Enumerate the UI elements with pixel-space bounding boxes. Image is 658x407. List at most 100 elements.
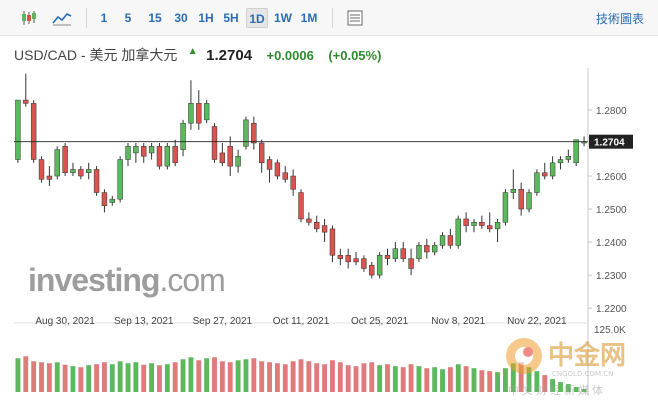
candle-body bbox=[46, 175, 53, 180]
volume-bar bbox=[157, 365, 162, 392]
candle-body bbox=[70, 169, 76, 173]
volume-bar bbox=[503, 368, 508, 392]
volume-bar bbox=[565, 384, 571, 392]
candle-body bbox=[23, 99, 29, 104]
interval-5m-button[interactable]: 5 bbox=[124, 11, 132, 25]
volume-bar bbox=[463, 366, 469, 392]
candle-body bbox=[502, 192, 509, 223]
volume-bar bbox=[416, 366, 422, 392]
candle-body bbox=[542, 172, 548, 177]
candle-body bbox=[54, 149, 60, 177]
y-tick-label: 1.2500 bbox=[596, 205, 627, 216]
candle-body bbox=[329, 228, 336, 256]
volume-bar bbox=[330, 360, 335, 392]
volume-bar bbox=[526, 367, 532, 392]
chart-toolbar: 1 5 15 30 1H 5H 1D 1W 1M 技術圖表 bbox=[0, 0, 658, 36]
candle-body bbox=[290, 175, 296, 190]
volume-bar bbox=[78, 367, 84, 392]
line-chart-icon[interactable] bbox=[50, 8, 74, 28]
volume-bar bbox=[432, 367, 438, 392]
up-arrow-icon: ▲ bbox=[187, 45, 198, 57]
volume-bar bbox=[369, 362, 375, 392]
interval-1w-button[interactable]: 1W bbox=[274, 11, 292, 25]
candle-body bbox=[148, 146, 155, 154]
candle-body bbox=[86, 169, 92, 173]
candle-body bbox=[78, 169, 84, 177]
candle-body bbox=[321, 225, 328, 233]
x-tick-label: Sep 27, 2021 bbox=[193, 316, 253, 327]
volume-bar bbox=[54, 362, 60, 392]
candle-body bbox=[38, 159, 45, 180]
volume-bar bbox=[172, 362, 178, 392]
volume-bar bbox=[267, 362, 272, 392]
interval-1d-button[interactable]: 1D bbox=[246, 8, 268, 28]
candle-body bbox=[455, 218, 461, 246]
volume-bar bbox=[62, 364, 68, 392]
x-tick-label: Oct 11, 2021 bbox=[273, 316, 330, 327]
y-tick-label: 1.2200 bbox=[596, 304, 627, 315]
candlestick-icon[interactable] bbox=[18, 8, 40, 28]
y-tick-label: 1.2300 bbox=[596, 271, 627, 282]
volume-bar bbox=[274, 363, 280, 392]
candle-body bbox=[557, 159, 564, 164]
candle-body bbox=[251, 122, 257, 144]
candle-body bbox=[196, 103, 202, 124]
volume-bar bbox=[298, 359, 304, 392]
volume-bar bbox=[400, 367, 406, 392]
candle-body bbox=[62, 146, 68, 173]
interval-15m-button[interactable]: 15 bbox=[148, 11, 162, 25]
volume-bar bbox=[487, 371, 493, 392]
candle-body bbox=[227, 146, 233, 167]
volume-bar bbox=[39, 362, 44, 392]
candle-body bbox=[400, 248, 406, 259]
volume-bar bbox=[314, 363, 320, 392]
interval-5h-button[interactable]: 5H bbox=[223, 11, 239, 25]
candle-body bbox=[133, 146, 139, 154]
candle-body bbox=[369, 264, 375, 276]
candle-body bbox=[431, 245, 438, 253]
candle-body bbox=[258, 142, 265, 164]
candle-body bbox=[494, 222, 501, 230]
candle-body bbox=[392, 248, 399, 259]
candle-body bbox=[125, 146, 131, 160]
interval-1h-button[interactable]: 1H bbox=[198, 11, 214, 25]
candle-body bbox=[424, 245, 430, 253]
candle-body bbox=[479, 222, 485, 226]
x-tick-label: Sep 13, 2021 bbox=[114, 316, 174, 327]
volume-bar bbox=[534, 371, 540, 392]
volume-bar bbox=[259, 361, 265, 392]
candle-body bbox=[549, 162, 556, 177]
interval-1m-button[interactable]: 1 bbox=[100, 11, 108, 25]
candle-body bbox=[15, 99, 21, 160]
y-tick-label: 1.2800 bbox=[596, 106, 627, 117]
y-tick-label: 1.2600 bbox=[596, 172, 627, 183]
volume-bar bbox=[495, 372, 501, 392]
table-icon[interactable] bbox=[344, 8, 366, 28]
tech-chart-link[interactable]: 技術圖表 bbox=[595, 12, 644, 26]
candle-body bbox=[211, 126, 218, 160]
volume-bar bbox=[479, 370, 485, 392]
candle-body bbox=[526, 192, 532, 210]
volume-bar bbox=[109, 364, 115, 392]
volume-bar bbox=[117, 361, 123, 392]
candle-body bbox=[266, 159, 273, 170]
volume-bar bbox=[235, 360, 241, 392]
candle-body bbox=[188, 103, 194, 124]
volume-bar bbox=[558, 382, 563, 392]
volume-bar bbox=[212, 357, 217, 392]
volume-bar bbox=[243, 359, 249, 392]
volume-bar bbox=[101, 362, 107, 392]
candle-body bbox=[117, 159, 123, 200]
candle-body bbox=[573, 139, 579, 164]
candle-body bbox=[447, 235, 454, 246]
volume-bar bbox=[188, 357, 194, 392]
candle-body bbox=[376, 255, 383, 276]
interval-1mo-button[interactable]: 1M bbox=[300, 11, 318, 25]
candle-body bbox=[282, 172, 288, 180]
volume-bar bbox=[125, 363, 131, 392]
volume-bar bbox=[518, 362, 524, 392]
interval-30m-button[interactable]: 30 bbox=[174, 11, 188, 25]
volume-bar bbox=[86, 365, 92, 392]
volume-bar bbox=[219, 361, 225, 392]
